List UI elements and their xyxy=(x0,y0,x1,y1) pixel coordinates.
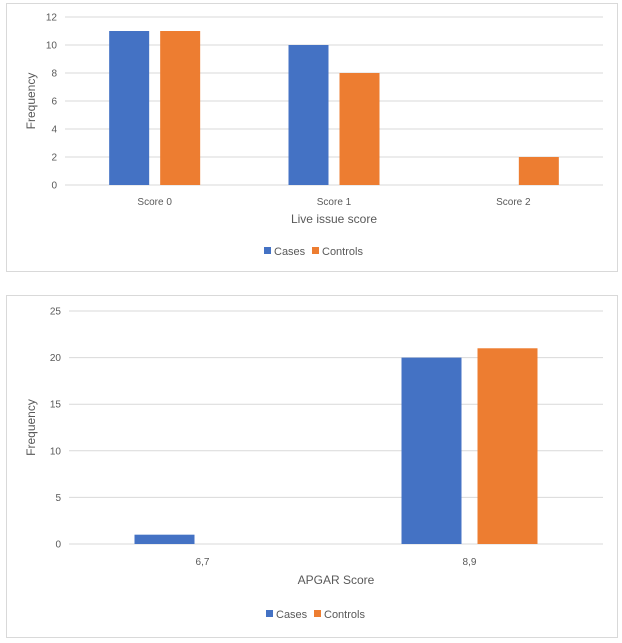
apgar-chart: 0 5 10 15 20 25 6,7 8,9 APGAR Score Frequency Case… xyxy=(24,307,603,621)
chart-panel-apgar: 0 5 10 15 20 25 6,7 8,9 APGAR Score Frequency Case… xyxy=(6,295,618,638)
y-tick-label: 12 xyxy=(46,13,58,24)
y-tick-label: 0 xyxy=(51,181,57,192)
bar-cases xyxy=(401,357,462,544)
y-tick-label: 5 xyxy=(55,493,61,504)
legend: Cases Controls xyxy=(264,246,363,258)
x-tick-label: Score 0 xyxy=(137,197,172,208)
y-tick-label: 15 xyxy=(50,400,62,411)
legend-swatch-cases xyxy=(264,247,271,254)
x-axis-title: APGAR Score xyxy=(298,573,375,587)
bar-cases xyxy=(288,45,329,185)
x-tick-label: 6,7 xyxy=(196,557,210,568)
bar-controls xyxy=(339,73,380,185)
legend-swatch-cases xyxy=(266,610,273,617)
y-tick-label: 8 xyxy=(51,69,57,80)
y-tick-label: 25 xyxy=(50,307,62,318)
bar-controls xyxy=(160,31,201,185)
bar-controls xyxy=(518,157,559,185)
x-axis-title: Live issue score xyxy=(291,212,377,226)
live-issue-chart: 0 2 4 6 8 10 12 Score 0 Score 1 Score 2 Live issue… xyxy=(24,13,603,258)
bar-cases xyxy=(134,534,195,544)
bar-cases xyxy=(109,31,150,185)
y-tick-label: 10 xyxy=(46,41,58,52)
legend: Cases Controls xyxy=(266,609,365,621)
x-tick-label: Score 2 xyxy=(496,197,531,208)
x-tick-label: Score 1 xyxy=(317,197,352,208)
legend-label-controls: Controls xyxy=(324,609,365,621)
legend-swatch-controls xyxy=(314,610,321,617)
legend-label-cases: Cases xyxy=(274,246,306,258)
bar-controls xyxy=(477,348,538,544)
chart-panel-live-issue: 0 2 4 6 8 10 12 Score 0 Score 1 Score 2 Live issue… xyxy=(6,3,618,272)
legend-label-controls: Controls xyxy=(322,246,363,258)
y-axis-title: Frequency xyxy=(24,399,38,456)
y-tick-label: 4 xyxy=(51,125,57,136)
y-tick-label: 0 xyxy=(55,540,61,551)
legend-swatch-controls xyxy=(312,247,319,254)
y-tick-label: 2 xyxy=(51,153,57,164)
legend-label-cases: Cases xyxy=(276,609,308,621)
y-tick-label: 20 xyxy=(50,353,62,364)
y-tick-label: 6 xyxy=(51,97,57,108)
y-tick-label: 10 xyxy=(50,446,62,457)
x-tick-label: 8,9 xyxy=(463,557,477,568)
y-axis-title: Frequency xyxy=(24,73,38,130)
